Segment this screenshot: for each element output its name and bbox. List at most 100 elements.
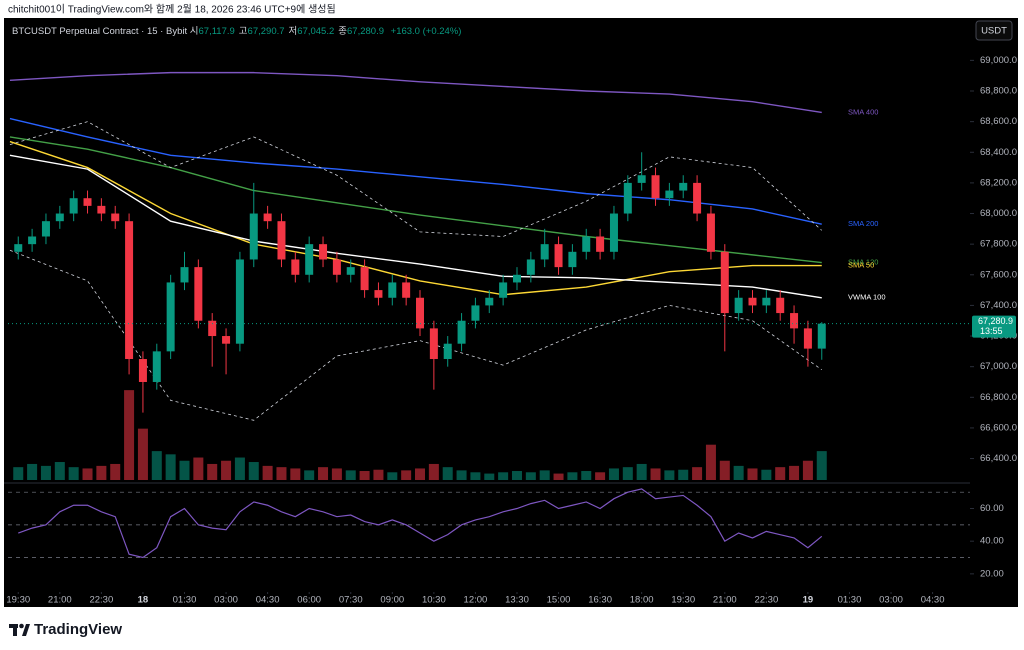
volume-bar: [719, 460, 730, 480]
volume-bar: [54, 462, 65, 480]
candle-body: [734, 297, 743, 314]
candle-body: [402, 282, 411, 298]
candle-body: [319, 244, 328, 260]
candle-body: [706, 213, 715, 252]
volume-bar: [415, 468, 426, 480]
volume-bar: [331, 468, 342, 480]
volume-bar: [68, 467, 79, 480]
candle-body: [97, 205, 106, 214]
volume-bar: [581, 471, 592, 480]
x-tick-label: 01:30: [173, 595, 197, 606]
rsi-line: [18, 488, 823, 559]
candle-body: [125, 221, 134, 360]
x-tick-label: 06:00: [297, 595, 321, 606]
candle-body: [208, 320, 217, 337]
candle-body: [374, 290, 383, 298]
volume-bar: [636, 463, 647, 480]
volume-bar: [484, 473, 495, 480]
indicator-line: [9, 154, 822, 299]
y-tick-label: 66,600.0: [980, 422, 1017, 433]
candle-body: [790, 313, 799, 329]
candle-body: [485, 297, 494, 306]
header: BTCUSDT Perpetual Contract · 15 · Bybit …: [12, 23, 465, 37]
volume-bar: [27, 463, 38, 480]
candle-body: [582, 236, 591, 252]
volume-bar: [789, 465, 800, 480]
candle-body: [499, 282, 508, 298]
volume-bar: [290, 468, 301, 480]
x-tick-label: 07:30: [339, 595, 363, 606]
last-price-tag: [972, 315, 1016, 338]
indicator-label: SMA 50: [848, 261, 874, 270]
y-tick-label: 67,400.0: [980, 300, 1017, 311]
x-tick-label: 03:00: [214, 595, 238, 606]
x-tick-label: 22:30: [754, 595, 778, 606]
candle-body: [651, 175, 660, 199]
volume-bar: [13, 467, 24, 480]
candle-body: [457, 320, 466, 344]
ohlc-label: 시: [189, 26, 199, 37]
volume-bar: [345, 470, 356, 480]
candle-body: [596, 236, 605, 252]
volume-bar: [622, 467, 633, 480]
volume-bar: [442, 467, 453, 480]
candle-body: [28, 236, 37, 245]
volume-bar: [608, 468, 619, 480]
x-tick-label: 21:00: [713, 595, 737, 606]
y-tick-label: 66,800.0: [980, 392, 1017, 403]
ohlc-label: 고: [238, 26, 248, 37]
volume-bar: [165, 454, 176, 480]
rsi-tick-label: 20.00: [980, 568, 1004, 579]
y-tick-label: 69,000.0: [980, 55, 1017, 66]
ohlc-value: 67,117.9: [198, 26, 235, 37]
volume-bar: [816, 451, 827, 480]
candle-body: [817, 323, 826, 349]
x-tick-label: 19: [803, 595, 814, 606]
candle-body: [222, 336, 231, 344]
rsi-tick-label: 60.00: [980, 503, 1004, 514]
x-tick-label: 19:30: [6, 595, 30, 606]
volume-bar: [525, 472, 536, 480]
candle-body: [679, 182, 688, 191]
candle-body: [55, 213, 64, 222]
volume-bar: [553, 473, 564, 480]
volume-bar: [470, 472, 481, 480]
candle-body: [443, 343, 452, 360]
volume-bar: [318, 467, 329, 480]
candle-body: [332, 259, 341, 275]
volume-bar: [511, 471, 522, 480]
volume-bar: [276, 467, 287, 480]
band-line: [9, 121, 823, 237]
candle-body: [249, 213, 258, 260]
indicator-label: VWMA 100: [848, 293, 886, 302]
volume-bar: [110, 463, 121, 480]
countdown: 13:55: [980, 326, 1003, 336]
caption: chitchit001이 TradingView.com와 함께 2월 18, …: [8, 4, 336, 16]
volume-bar: [96, 465, 107, 480]
candle-body: [69, 198, 78, 214]
volume-bar: [650, 468, 661, 480]
volume-bar: [193, 457, 204, 480]
volume-bar: [207, 463, 218, 480]
chart-panel: [4, 18, 1018, 607]
volume-bar: [692, 467, 703, 480]
candle-body: [14, 244, 23, 252]
candle-body: [637, 175, 646, 183]
candle-body: [720, 251, 729, 314]
last-price-label: 67,280.9: [978, 316, 1013, 326]
indicator-line: [9, 140, 822, 296]
volume-bar: [567, 472, 578, 480]
x-tick-label: 15:00: [547, 595, 571, 606]
x-tick-label: 01:30: [838, 595, 862, 606]
brand-logo: [9, 623, 30, 636]
y-tick-label: 68,600.0: [980, 116, 1017, 127]
x-tick-label: 18:00: [630, 595, 654, 606]
indicator-line: [9, 136, 822, 264]
candle-body: [665, 190, 674, 199]
volume-bar: [705, 444, 716, 480]
volume-bar: [387, 472, 398, 480]
currency-button[interactable]: [975, 20, 1013, 41]
volume-bar: [40, 465, 51, 480]
candle-body: [568, 251, 577, 268]
